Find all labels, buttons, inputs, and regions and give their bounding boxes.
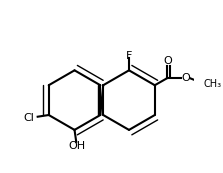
Text: OH: OH xyxy=(68,141,85,151)
Text: O: O xyxy=(163,56,172,66)
Text: F: F xyxy=(126,51,132,61)
Text: CH₃: CH₃ xyxy=(203,79,221,89)
Text: O: O xyxy=(181,73,190,83)
Text: Cl: Cl xyxy=(23,113,34,122)
